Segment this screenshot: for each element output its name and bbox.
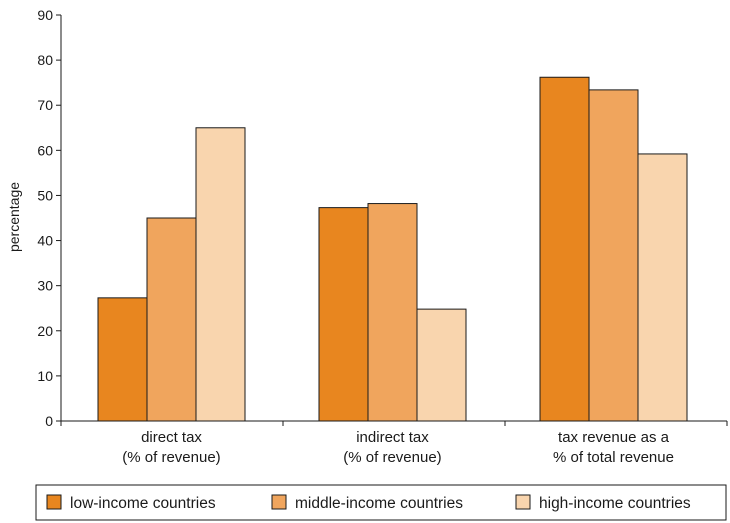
- y-tick-label: 10: [37, 368, 53, 384]
- y-tick-label: 80: [37, 52, 53, 68]
- y-tick-label: 90: [37, 7, 53, 23]
- bar-low-income-countries-2: [539, 76, 590, 422]
- y-tick-label: 0: [45, 413, 53, 429]
- bar-high-income-countries-1: [416, 308, 467, 422]
- legend-label: middle-income countries: [295, 495, 463, 512]
- y-tick-label: 60: [37, 142, 53, 158]
- bar-low-income-countries-1: [318, 207, 369, 422]
- x-category-label: (% of revenue): [343, 449, 441, 466]
- y-axis: 0 10 20 30 40 50 60 70 80 90: [37, 7, 62, 429]
- legend-label: low-income countries: [70, 495, 216, 512]
- bar-middle-income-countries-0: [146, 217, 197, 422]
- bar-high-income-countries-0: [195, 127, 246, 422]
- x-axis: direct tax (% of revenue) indirect tax (% o…: [60, 420, 728, 466]
- x-category-label: direct tax: [141, 429, 202, 446]
- bar-high-income-countries-2: [637, 153, 688, 422]
- x-category-label: % of total revenue: [553, 449, 674, 466]
- bars: [97, 76, 688, 422]
- x-category-label: indirect tax: [356, 429, 429, 446]
- bar-low-income-countries-0: [97, 297, 148, 422]
- y-tick-label: 50: [37, 187, 53, 203]
- y-tick-label: 40: [37, 233, 53, 249]
- y-tick-label: 30: [37, 278, 53, 294]
- legend-box: [35, 484, 727, 521]
- legend-swatch: [515, 494, 531, 510]
- y-axis-title: percentage: [6, 182, 22, 252]
- x-category-label: (% of revenue): [122, 449, 220, 466]
- bar-middle-income-countries-2: [588, 89, 639, 422]
- x-category-label: tax revenue as a: [558, 429, 670, 446]
- legend: low-income countries middle-income countr…: [35, 484, 727, 521]
- legend-label: high-income countries: [539, 495, 691, 512]
- y-tick-label: 20: [37, 323, 53, 339]
- legend-swatch: [46, 494, 62, 510]
- legend-swatch: [271, 494, 287, 510]
- bar-middle-income-countries-1: [367, 203, 418, 422]
- y-tick-label: 70: [37, 97, 53, 113]
